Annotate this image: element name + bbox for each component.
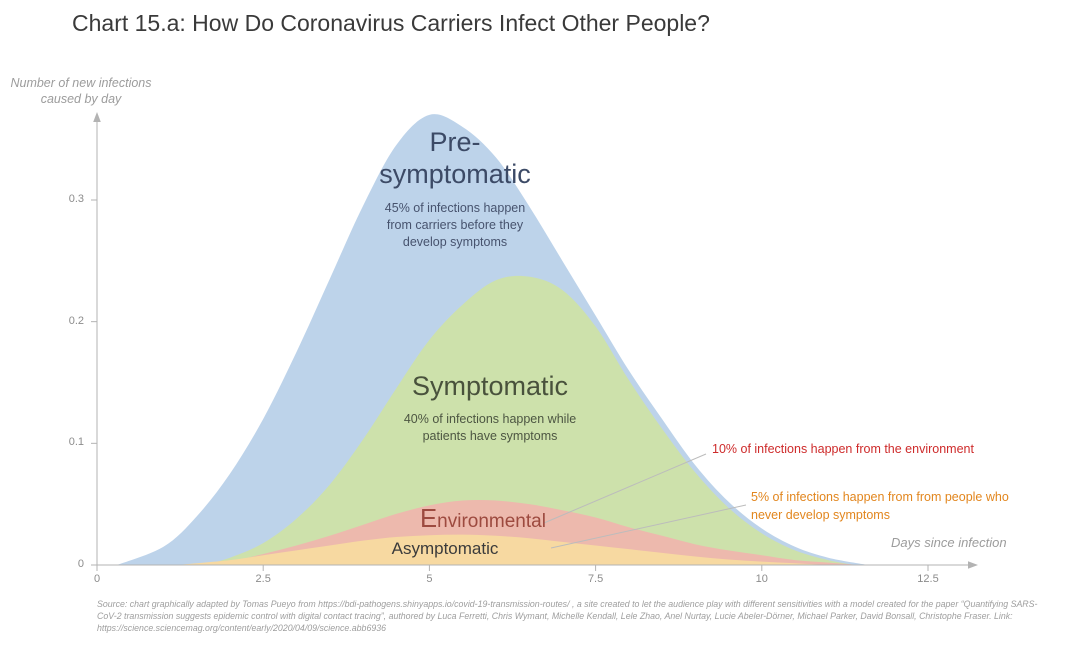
area-asymptomatic <box>176 534 829 565</box>
area-symptomatic <box>203 275 855 565</box>
y-tick-label: 0.1 <box>68 436 84 449</box>
x-tick-label: 5 <box>426 573 433 585</box>
label-environmental: Environmental <box>420 505 546 533</box>
x-tick-label: 10 <box>755 573 768 585</box>
label-asymptomatic: Asymptomatic <box>391 539 499 558</box>
source-note: Source: chart graphically adapted by Tom… <box>97 599 1038 633</box>
symptomatic-title: Symptomatic <box>411 371 569 401</box>
annotation-leader-line <box>543 453 707 524</box>
x-tick-label: 7.5 <box>587 573 604 585</box>
pre-symptomatic-caption: 45% of infections happen from carriers b… <box>384 200 526 249</box>
x-tick-label: 2.5 <box>255 573 271 585</box>
annotation-asymptomatic: 5% of infections happen from from people… <box>751 490 1009 522</box>
annotation-leader-line <box>550 504 747 549</box>
y-axis-label: Number of new infections caused by day <box>10 76 152 106</box>
y-tick-label: 0.2 <box>68 314 84 327</box>
annotation-environment: 10% of infections happen from the enviro… <box>712 442 974 456</box>
x-axis-arrow <box>968 561 978 569</box>
symptomatic-caption: 40% of infections happen while patients … <box>403 412 577 444</box>
label-pre-symptomatic: Pre- symptomatic 45% of infections happe… <box>340 126 570 250</box>
x-axis-label: Days since infection <box>891 535 1007 550</box>
label-symptomatic: Symptomatic 40% of infections happen whi… <box>350 370 630 445</box>
x-tick-label: 0 <box>93 573 101 585</box>
y-axis-arrow <box>93 112 101 122</box>
x-tick-label: 12.5 <box>917 573 939 585</box>
y-tick-label: 0 <box>77 558 84 570</box>
pre-symptomatic-title: Pre- symptomatic <box>379 127 531 190</box>
chart-title: Chart 15.a: How Do Coronavirus Carriers … <box>72 10 710 36</box>
y-tick-label: 0.3 <box>68 192 84 205</box>
